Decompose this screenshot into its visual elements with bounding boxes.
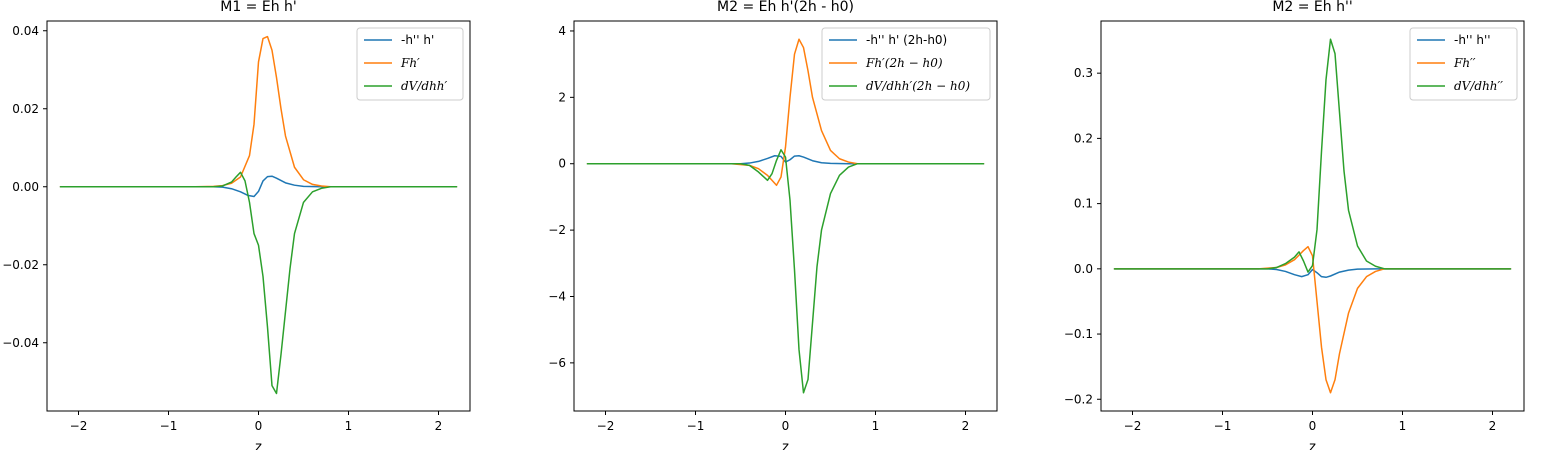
x-tick-label-3-0: −2 [1124, 419, 1142, 433]
x-axis-label-3: z [1309, 440, 1316, 450]
x-tick-label-3-1: −1 [1214, 419, 1232, 433]
legend-box-2 [821, 27, 991, 101]
y-tick-label-2-4: 2 [558, 90, 566, 104]
x-tick-label-1-4: 2 [435, 419, 443, 433]
x-tick-label-3-3: 1 [1399, 419, 1407, 433]
y-tick-label-2-2: −2 [548, 223, 566, 237]
chart-title-1: M1 = Eh h' [220, 0, 297, 15]
plot-area-1 [59, 35, 458, 395]
legend-label-2-2: dV/dhh′(2h − h0) [866, 79, 970, 93]
x-tick-label-2-3: 1 [872, 419, 880, 433]
plot-area-3 [1113, 38, 1512, 394]
chart-title-3: M2 = Eh h'' [1272, 0, 1352, 15]
y-tick-label-3-0: −0.2 [1064, 392, 1093, 406]
y-tick-label-1-3: 0.02 [12, 102, 39, 116]
series-line-3-1 [1113, 245, 1512, 394]
y-tick-label-1-4: 0.04 [12, 24, 39, 38]
y-tick-label-1-1: −0.02 [2, 258, 39, 272]
chart-panel-2: M2 = Eh h'(2h - h0) z -h'' h' (2h-h0) Fh… [548, 0, 998, 450]
y-tick-label-2-1: −4 [548, 289, 566, 303]
y-tick-label-1-2: 0.00 [12, 180, 39, 194]
series-line-3-0 [1113, 268, 1512, 279]
x-tick-label-1-2: 0 [255, 419, 263, 433]
legend-2: -h'' h' (2h-h0) Fh′(2h − h0) dV/dhh′(2h … [821, 27, 991, 101]
y-tick-label-3-2: 0.0 [1074, 262, 1093, 276]
series-line-3-2 [1113, 38, 1512, 273]
chart-title-2: M2 = Eh h'(2h - h0) [717, 0, 854, 15]
x-tick-label-2-2: 0 [782, 419, 790, 433]
series-line-2-1 [586, 38, 985, 187]
series-line-1-0 [59, 175, 458, 198]
legend-label-1-1: Fh′ [400, 56, 420, 70]
y-tick-label-3-3: 0.1 [1074, 197, 1093, 211]
legend-box-1 [356, 27, 464, 101]
x-tick-label-3-4: 2 [1489, 419, 1497, 433]
legend-label-2-1: Fh′(2h − h0) [865, 56, 943, 70]
x-tick-label-2-4: 2 [962, 419, 970, 433]
y-tick-label-2-0: −6 [548, 356, 566, 370]
legend-1: -h'' h' Fh′ dV/dhh′ [356, 27, 464, 101]
x-tick-label-2-0: −2 [597, 419, 615, 433]
series-line-2-0 [586, 155, 985, 165]
legend-label-1-0: -h'' h' [401, 33, 434, 47]
y-tick-label-1-0: −0.04 [2, 336, 39, 350]
y-tick-label-2-3: 0 [558, 157, 566, 171]
plot-area-2 [586, 38, 985, 394]
x-axis-label-1: z [255, 440, 262, 450]
legend-label-3-2: dV/dhh′′ [1454, 79, 1503, 93]
legend-3: -h'' h'' Fh′′ dV/dhh′′ [1409, 27, 1518, 101]
y-tick-label-3-5: 0.3 [1074, 66, 1093, 80]
chart-panel-1: M1 = Eh h' z -h'' h' Fh′ dV/dhh′ −2 −1 0 1 2… [2, 0, 471, 450]
x-tick-label-1-3: 1 [345, 419, 353, 433]
legend-box-3 [1409, 27, 1518, 101]
legend-label-1-2: dV/dhh′ [401, 79, 448, 93]
legend-label-3-0: -h'' h'' [1454, 33, 1491, 47]
legend-label-2-0: -h'' h' (2h-h0) [866, 33, 947, 47]
x-tick-label-1-1: −1 [160, 419, 178, 433]
y-tick-label-2-5: 4 [558, 24, 566, 38]
series-line-1-2 [59, 171, 458, 395]
x-tick-label-2-1: −1 [687, 419, 705, 433]
y-tick-label-3-4: 0.2 [1074, 131, 1093, 145]
chart-panel-3: M2 = Eh h'' z -h'' h'' Fh′′ dV/dhh′′ −2 −… [1064, 0, 1525, 450]
y-tick-label-3-1: −0.1 [1064, 327, 1093, 341]
x-axis-label-2: z [782, 440, 789, 450]
x-tick-label-3-2: 0 [1309, 419, 1317, 433]
series-line-2-2 [586, 149, 985, 394]
legend-label-3-1: Fh′′ [1453, 56, 1476, 70]
x-tick-label-1-0: −2 [70, 419, 88, 433]
